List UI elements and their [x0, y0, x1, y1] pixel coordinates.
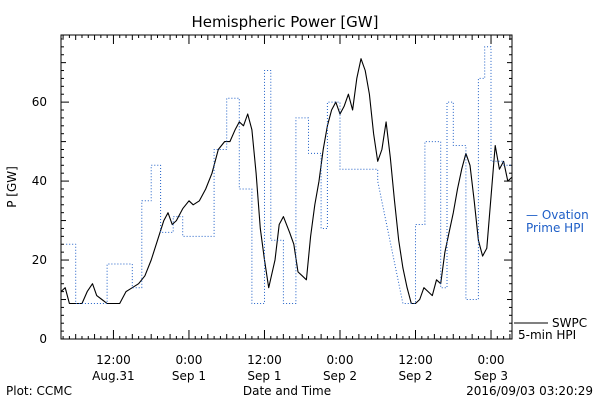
chart-title: Hemispheric Power [GW]	[192, 13, 379, 31]
legend-swpc-line2: 5-min HPI	[518, 328, 576, 342]
x-tick-date: Aug.31	[92, 369, 135, 383]
y-tick-label: 20	[32, 253, 47, 267]
legend-ovation-line2: Prime HPI	[526, 221, 584, 235]
series-line-swpc	[60, 58, 513, 305]
x-axis: 12:00 Aug.31 0:00 Sep 1 12:00 Sep 1 0:00 Sep 2 1…	[62, 35, 511, 383]
x-tick-label: 12:00	[247, 353, 282, 367]
x-tick-date: Sep 1	[247, 369, 281, 383]
y-tick-label: 0	[39, 332, 47, 346]
series-line-ovation	[66, 46, 512, 304]
legend-swpc-line1: SWPC	[552, 316, 587, 330]
legend-ovation-line1: — Ovation	[526, 208, 589, 222]
y-axis-label: P [GW]	[5, 166, 19, 208]
x-tick-label: 0:00	[327, 353, 354, 367]
x-tick-date: Sep 2	[323, 369, 357, 383]
x-axis-label: Date and Time	[243, 384, 331, 398]
x-tick-label: 0:00	[478, 353, 505, 367]
x-tick-date: Sep 3	[474, 369, 508, 383]
plot-credit: Plot: CCMC	[6, 384, 72, 398]
y-tick-label: 40	[32, 174, 47, 188]
plot-timestamp: 2016/09/03 03:20:29	[466, 384, 593, 398]
x-tick-label: 12:00	[96, 353, 131, 367]
plot-frame	[60, 34, 513, 340]
x-tick-date: Sep 2	[398, 369, 432, 383]
y-tick-label: 60	[32, 95, 47, 109]
y-axis: 0 20 40 60	[32, 38, 512, 346]
series-layer	[60, 46, 513, 305]
x-tick-label: 0:00	[175, 353, 202, 367]
x-tick-date: Sep 1	[172, 369, 206, 383]
x-tick-label: 12:00	[398, 353, 433, 367]
